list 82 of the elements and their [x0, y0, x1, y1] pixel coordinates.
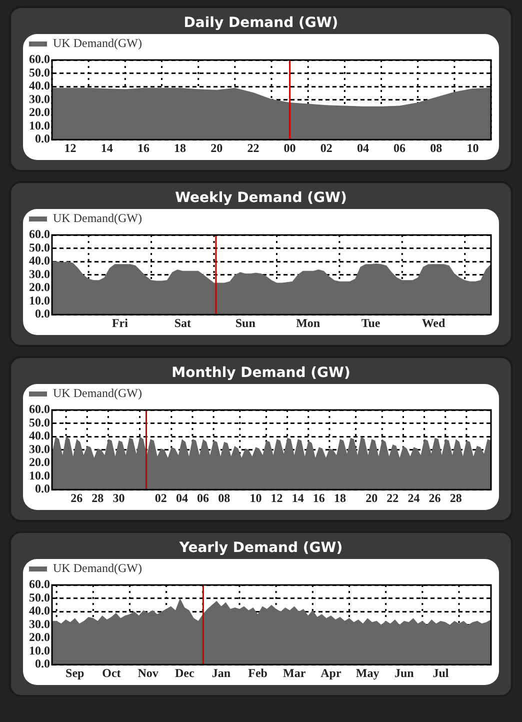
y-tick-label: 40.0 — [29, 428, 50, 443]
y-tick-label: 0.0 — [35, 656, 50, 671]
legend-label: UK Demand(GW) — [53, 211, 142, 226]
x-tick-label: Jun — [394, 666, 414, 680]
y-tick-label: 10.0 — [29, 118, 50, 132]
x-tick-label: 10 — [466, 140, 479, 155]
x-tick-label: Feb — [248, 666, 268, 680]
y-tick-label: 20.0 — [29, 280, 50, 294]
chart-title: Weekly Demand (GW) — [174, 189, 348, 208]
y-tick-label: 40.0 — [29, 254, 50, 268]
y-tick-label: 40.0 — [29, 78, 50, 93]
y-tick-label: 20.0 — [29, 630, 50, 644]
x-tick-label: 24 — [408, 490, 420, 505]
x-tick-label: Sep — [66, 666, 85, 680]
y-tick-label: 60.0 — [29, 52, 50, 66]
y-tick-label: 40.0 — [29, 604, 50, 618]
x-tick-label: 14 — [100, 140, 113, 155]
x-tick-label: 18 — [334, 490, 346, 505]
x-tick-label: 18 — [174, 140, 186, 155]
x-tick-label: 26 — [428, 490, 441, 505]
x-tick-label: Sun — [235, 316, 256, 330]
x-tick-label: Nov — [138, 666, 158, 680]
x-tick-label: 30 — [112, 490, 125, 505]
y-tick-label: 30.0 — [29, 92, 50, 106]
x-tick-label: Oct — [102, 666, 121, 680]
y-tick-label: 0.0 — [35, 306, 50, 321]
x-tick-label: 10 — [250, 490, 262, 505]
x-tick-label: 16 — [312, 490, 325, 505]
x-tick-label: 02 — [320, 140, 332, 155]
legend-label: UK Demand(GW) — [53, 36, 142, 50]
x-tick-label: Apr — [320, 666, 342, 680]
x-tick-label: 08 — [218, 490, 230, 505]
y-tick-label: 30.0 — [29, 442, 50, 456]
y-tick-label: 50.0 — [29, 590, 50, 604]
y-tick-label: 30.0 — [29, 616, 50, 631]
x-tick-label: 00 — [284, 140, 296, 155]
chart-title: Monthly Demand (GW) — [170, 364, 352, 383]
x-tick-label: 22 — [386, 490, 399, 505]
x-tick-label: 22 — [247, 140, 260, 155]
y-tick-label: 10.0 — [29, 468, 50, 482]
x-tick-label: 12 — [270, 490, 283, 505]
y-tick-label: 0.0 — [35, 132, 50, 146]
y-tick-label: 60.0 — [29, 577, 50, 592]
x-tick-label: 20 — [366, 490, 378, 505]
y-tick-label: 50.0 — [29, 65, 50, 80]
x-tick-label: 20 — [210, 140, 223, 155]
x-tick-label: 08 — [430, 140, 442, 155]
x-tick-label: 12 — [64, 140, 76, 155]
x-tick-label: Jan — [212, 666, 231, 680]
y-tick-label: 60.0 — [29, 227, 50, 242]
y-tick-label: 50.0 — [29, 415, 50, 430]
x-tick-label: Jul — [432, 666, 450, 680]
x-tick-label: Tue — [361, 316, 381, 330]
x-tick-label: 06 — [197, 490, 210, 505]
x-tick-label: 16 — [137, 140, 150, 155]
x-tick-label: Fri — [112, 316, 129, 330]
chart-title: Daily Demand (GW) — [182, 14, 340, 33]
x-tick-label: 06 — [394, 140, 406, 155]
legend-label: UK Demand(GW) — [53, 561, 142, 576]
y-tick-label: 30.0 — [29, 266, 50, 281]
y-tick-label: 10.0 — [29, 643, 50, 658]
x-tick-label: 28 — [92, 490, 104, 505]
y-tick-label: 20.0 — [29, 455, 50, 470]
x-tick-label: Sat — [174, 316, 191, 330]
x-tick-label: Dec — [174, 666, 195, 680]
y-tick-label: 60.0 — [29, 402, 50, 416]
y-tick-label: 10.0 — [29, 293, 50, 308]
x-tick-label: 26 — [70, 490, 83, 505]
x-tick-label: 04 — [176, 490, 188, 505]
legend-label: UK Demand(GW) — [53, 386, 142, 400]
y-tick-label: 50.0 — [29, 240, 50, 254]
x-tick-label: 14 — [292, 490, 304, 505]
x-tick-label: Mar — [283, 666, 306, 680]
x-tick-label: May — [356, 666, 380, 680]
y-tick-label: 20.0 — [29, 105, 50, 120]
x-tick-label: 28 — [450, 490, 462, 505]
x-tick-label: Mon — [296, 316, 320, 330]
x-tick-label: 04 — [356, 140, 369, 155]
chart-title: Yearly Demand (GW) — [178, 539, 344, 558]
x-tick-label: 02 — [154, 490, 167, 505]
y-tick-label: 0.0 — [35, 482, 50, 496]
x-tick-label: Wed — [422, 316, 446, 330]
